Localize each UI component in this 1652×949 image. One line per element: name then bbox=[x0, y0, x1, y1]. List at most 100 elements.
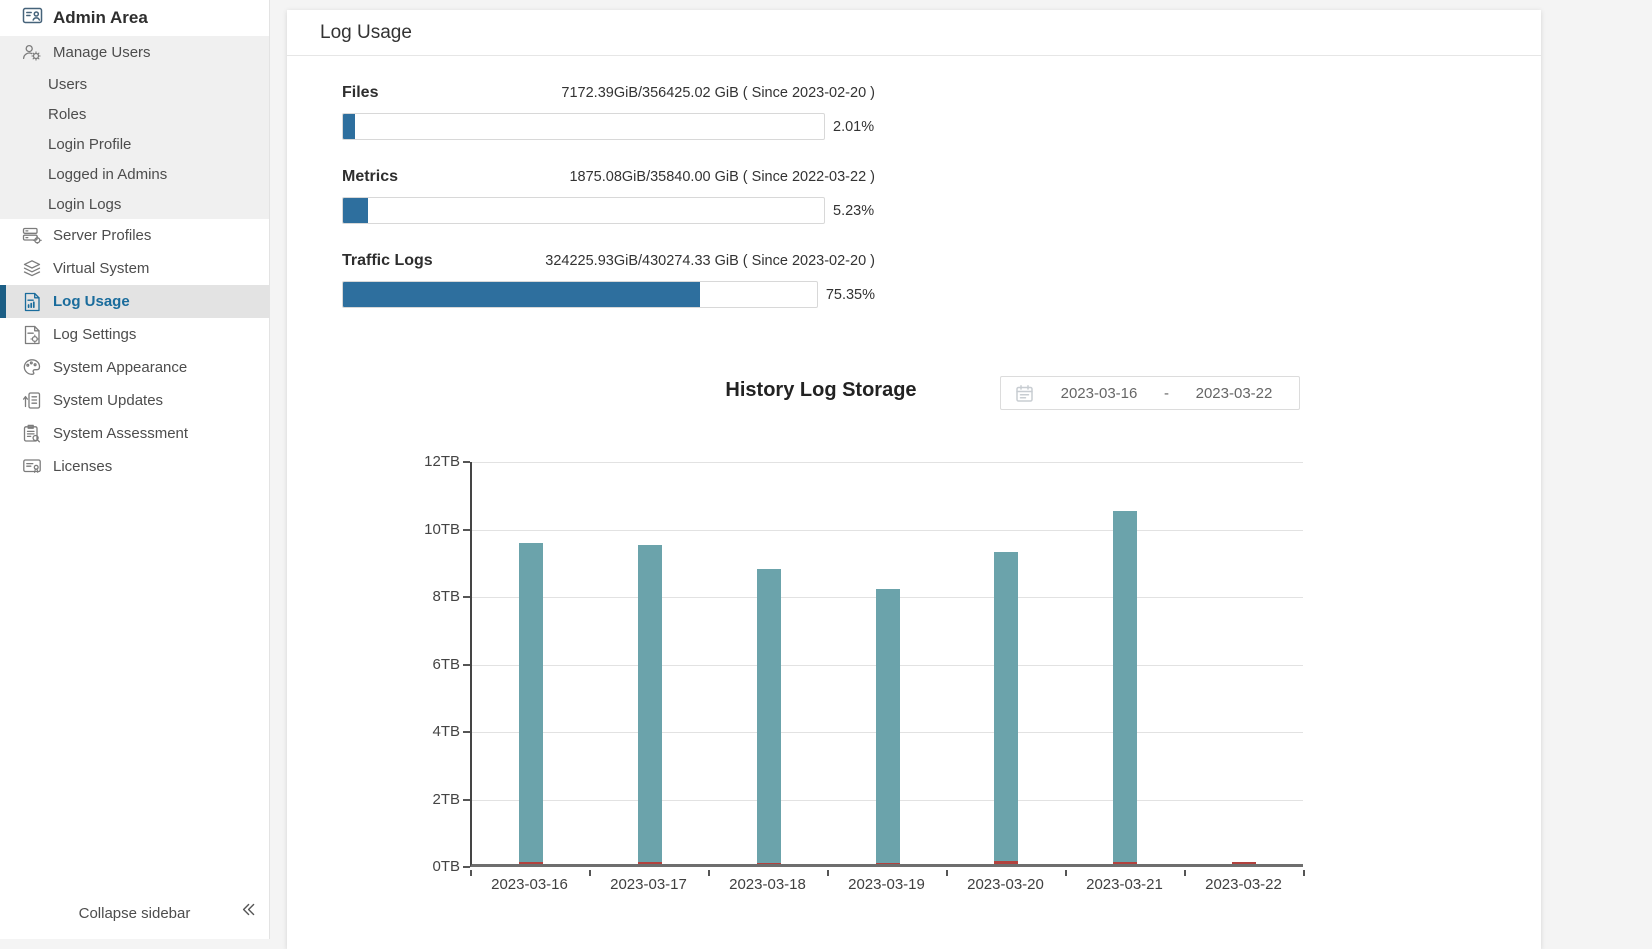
licenses-icon bbox=[22, 457, 42, 476]
bar-segment-red bbox=[519, 862, 543, 864]
meter-detail: 7172.39GiB/356425.02 GiB ( Since 2023-02… bbox=[561, 85, 875, 101]
log-usage-card: Log Usage Files 7172.39GiB/356425.02 GiB … bbox=[287, 10, 1541, 949]
y-tick-label: 4TB bbox=[410, 722, 460, 742]
sidebar-item-system-assessment[interactable]: System Assessment bbox=[0, 417, 269, 450]
date-to-value[interactable]: 2023-03-22 bbox=[1169, 385, 1299, 402]
bar-segment-teal bbox=[757, 569, 781, 863]
collapse-sidebar-label: Collapse sidebar bbox=[0, 905, 269, 922]
y-axis-tick bbox=[463, 664, 470, 666]
bar-segment-teal bbox=[876, 589, 900, 862]
page-title: Log Usage bbox=[287, 10, 1541, 56]
history-header-row: History Log Storage 2023-03-16 - 2023-03… bbox=[342, 376, 1300, 412]
x-tick-label: 2023-03-19 bbox=[827, 876, 946, 893]
sidebar-item-label: Server Profiles bbox=[53, 227, 151, 244]
chart-slot-2023-03-20 bbox=[947, 462, 1066, 864]
sidebar-item-label: Licenses bbox=[53, 458, 112, 475]
meter-detail: 324225.93GiB/430274.33 GiB ( Since 2023-… bbox=[545, 253, 875, 269]
chart-slot-2023-03-17 bbox=[591, 462, 710, 864]
sidebar-item-manage-users[interactable]: Manage Users bbox=[0, 36, 269, 69]
main-area: Log Usage Files 7172.39GiB/356425.02 GiB … bbox=[270, 0, 1652, 939]
bar-segment-teal bbox=[994, 552, 1018, 861]
sidebar-item-server-profiles[interactable]: Server Profiles bbox=[0, 219, 269, 252]
server-profiles-icon bbox=[22, 226, 42, 245]
usage-meter-files: Files 7172.39GiB/356425.02 GiB ( Since 20… bbox=[342, 84, 875, 140]
x-axis-tick bbox=[1303, 870, 1305, 876]
system-assessment-icon bbox=[22, 424, 42, 443]
card-body: Files 7172.39GiB/356425.02 GiB ( Since 20… bbox=[287, 56, 1541, 904]
bar-2023-03-21 bbox=[1113, 511, 1137, 864]
meter-percent: 75.35% bbox=[826, 287, 875, 303]
sidebar-item-licenses[interactable]: Licenses bbox=[0, 450, 269, 483]
bar-2023-03-16 bbox=[519, 543, 543, 864]
bar-2023-03-19 bbox=[876, 589, 900, 864]
date-range-picker[interactable]: 2023-03-16 - 2023-03-22 bbox=[1000, 376, 1300, 410]
bar-segment-teal bbox=[1113, 511, 1137, 862]
chart-slots bbox=[472, 462, 1303, 864]
sidebar-item-login-logs[interactable]: Login Logs bbox=[0, 189, 269, 219]
collapse-chevrons-icon bbox=[240, 901, 257, 922]
bar-2023-03-18 bbox=[757, 569, 781, 864]
sidebar-item-label: Users bbox=[48, 76, 87, 93]
system-updates-icon bbox=[22, 391, 42, 410]
sidebar-item-label: Logged in Admins bbox=[48, 166, 167, 183]
manage-users-icon bbox=[22, 43, 42, 62]
sidebar-item-log-usage[interactable]: Log Usage bbox=[0, 285, 269, 318]
log-usage-icon bbox=[22, 292, 42, 312]
meter-percent: 5.23% bbox=[833, 203, 874, 219]
y-tick-label: 12TB bbox=[410, 452, 460, 472]
sidebar-item-logged-in-admins[interactable]: Logged in Admins bbox=[0, 159, 269, 189]
y-tick-label: 0TB bbox=[410, 857, 460, 877]
sidebar-item-roles[interactable]: Roles bbox=[0, 99, 269, 129]
y-axis-tick bbox=[463, 866, 470, 868]
bar-segment-red bbox=[876, 863, 900, 865]
bar-segment-teal bbox=[519, 543, 543, 862]
chart-slot-2023-03-18 bbox=[709, 462, 828, 864]
sidebar-item-login-profile[interactable]: Login Profile bbox=[0, 129, 269, 159]
sidebar-header: Admin Area bbox=[0, 0, 269, 36]
usage-meters: Files 7172.39GiB/356425.02 GiB ( Since 20… bbox=[342, 84, 1541, 308]
bar-segment-red bbox=[757, 863, 781, 865]
sidebar-item-label: Manage Users bbox=[53, 44, 151, 61]
y-tick-label: 8TB bbox=[410, 587, 460, 607]
collapse-sidebar-button[interactable]: Collapse sidebar bbox=[0, 887, 269, 939]
meter-progress-fill bbox=[343, 114, 355, 139]
sidebar-spacer bbox=[0, 483, 269, 887]
sidebar-item-system-updates[interactable]: System Updates bbox=[0, 384, 269, 417]
meter-progress-track bbox=[342, 113, 825, 140]
sidebar-item-log-settings[interactable]: Log Settings bbox=[0, 318, 269, 351]
log-settings-icon bbox=[22, 325, 42, 345]
bar-2023-03-20 bbox=[994, 552, 1018, 864]
x-tick-label: 2023-03-21 bbox=[1065, 876, 1184, 893]
sidebar-item-users[interactable]: Users bbox=[0, 69, 269, 99]
x-tick-label: 2023-03-20 bbox=[946, 876, 1065, 893]
date-from-value[interactable]: 2023-03-16 bbox=[1034, 385, 1164, 402]
y-axis-tick bbox=[463, 799, 470, 801]
virtual-system-icon bbox=[22, 259, 42, 278]
meter-label: Files bbox=[342, 84, 378, 102]
meter-detail: 1875.08GiB/35840.00 GiB ( Since 2022-03-… bbox=[569, 169, 875, 185]
x-tick-label: 2023-03-16 bbox=[470, 876, 589, 893]
sidebar-title-label: Admin Area bbox=[53, 8, 148, 28]
meter-progress-track bbox=[342, 281, 818, 308]
usage-meter-metrics: Metrics 1875.08GiB/35840.00 GiB ( Since 2… bbox=[342, 168, 875, 224]
sidebar-item-system-appearance[interactable]: System Appearance bbox=[0, 351, 269, 384]
sidebar-item-label: System Appearance bbox=[53, 359, 187, 376]
y-axis-tick bbox=[463, 596, 470, 598]
bar-segment-red bbox=[1113, 862, 1137, 864]
calendar-icon bbox=[1015, 384, 1034, 403]
sidebar-item-label: Virtual System bbox=[53, 260, 149, 277]
sidebar-item-label: System Updates bbox=[53, 392, 163, 409]
bar-segment-red bbox=[638, 862, 662, 864]
chart-slot-2023-03-16 bbox=[472, 462, 591, 864]
sidebar-item-virtual-system[interactable]: Virtual System bbox=[0, 252, 269, 285]
bar-2023-03-22 bbox=[1232, 862, 1256, 864]
y-axis-tick bbox=[463, 461, 470, 463]
meter-progress-fill bbox=[343, 282, 700, 307]
chart-plot-area bbox=[470, 462, 1303, 867]
bar-segment-teal bbox=[638, 545, 662, 862]
meter-progress-fill bbox=[343, 198, 368, 223]
meter-label: Metrics bbox=[342, 168, 398, 186]
